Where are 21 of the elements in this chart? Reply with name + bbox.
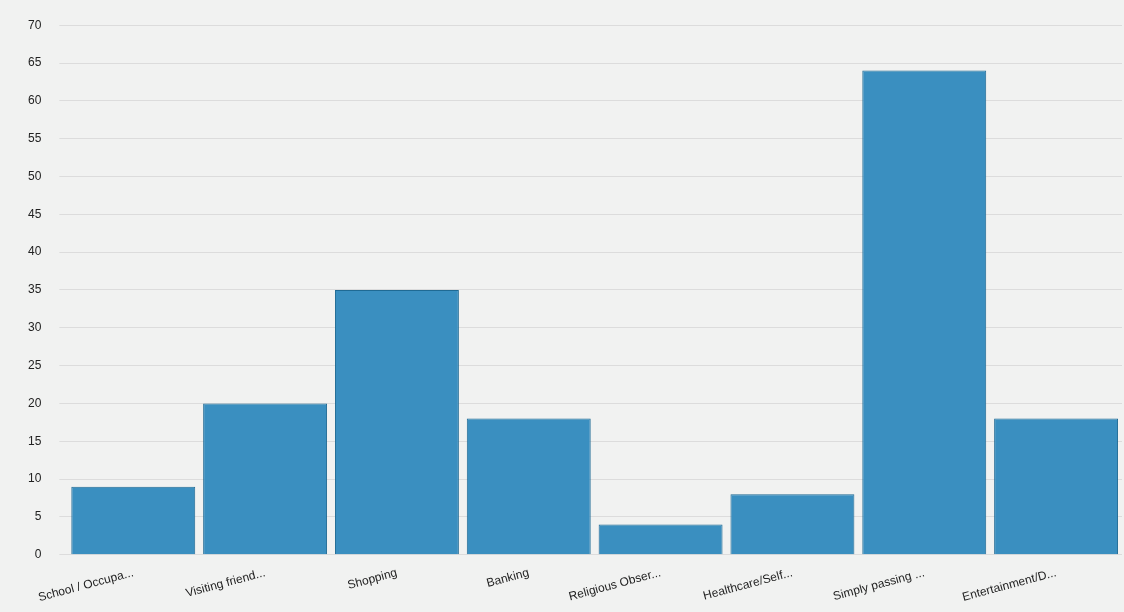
x-tick-label: Simply passing ... xyxy=(831,565,926,604)
y-tick-label: 20 xyxy=(27,395,42,410)
y-tick-label: 55 xyxy=(27,130,42,145)
y-tick-label: 15 xyxy=(27,433,42,448)
y-tick-label: 50 xyxy=(27,168,42,183)
x-tick-label: Religious Obser... xyxy=(567,565,663,604)
x-tick-label: Visiting friend... xyxy=(184,565,267,600)
x-tick-label: Banking xyxy=(484,565,531,590)
y-tick-label: 45 xyxy=(27,206,42,221)
x-tick-label: Shopping xyxy=(345,565,399,592)
y-tick-label: 25 xyxy=(27,357,42,372)
x-tick-label: School / Occupa... xyxy=(36,565,135,605)
y-tick-label: 30 xyxy=(27,320,42,335)
y-tick-label: 10 xyxy=(27,471,42,486)
y-tick-label: 60 xyxy=(27,93,42,108)
y-tick-label: 0 xyxy=(34,547,42,562)
y-tick-label: 65 xyxy=(27,55,42,70)
y-tick-label: 5 xyxy=(34,509,42,524)
y-tick-label: 70 xyxy=(27,17,42,32)
y-tick-label: 40 xyxy=(27,244,42,259)
y-tick-label: 35 xyxy=(27,282,42,297)
